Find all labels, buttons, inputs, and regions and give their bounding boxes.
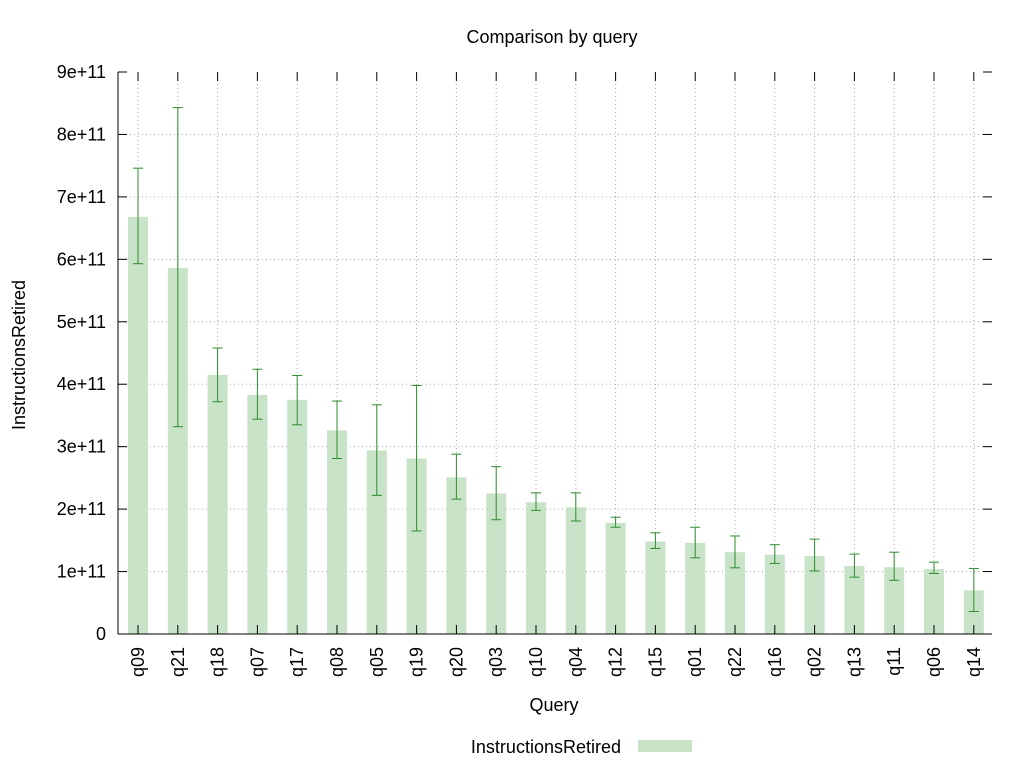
x-tick-label: q09 <box>128 647 148 677</box>
tick-labels: 0 1e+11 2e+11 3e+11 4e+11 5e+11 6e+11 7e+11 8e+1… <box>57 62 984 677</box>
x-tick-label: q17 <box>287 647 307 677</box>
x-tick-label: q13 <box>844 647 864 677</box>
y-tick-label: 3e+11 <box>57 437 106 457</box>
bar-q02 <box>804 555 825 634</box>
bar-q12 <box>605 522 626 634</box>
bar-q01 <box>685 542 706 634</box>
x-tick-label: q06 <box>924 647 944 677</box>
bar-q20 <box>446 477 467 634</box>
y-tick-label: 7e+11 <box>57 187 106 207</box>
x-tick-label: q01 <box>685 647 705 677</box>
x-tick-label: q21 <box>168 647 188 677</box>
bar-q22 <box>725 552 745 634</box>
bar-q14 <box>963 590 984 634</box>
y-tick-label: 6e+11 <box>57 249 106 269</box>
bar-q05 <box>366 450 387 634</box>
bar-q21 <box>167 268 188 634</box>
y-tick-label: 1e+11 <box>57 562 106 582</box>
legend-label: InstructionsRetired <box>471 737 621 757</box>
chart-title: Comparison by query <box>466 27 637 47</box>
x-axis-label: Query <box>529 695 578 715</box>
y-tick-label: 9e+11 <box>57 62 106 82</box>
bar-q08 <box>327 430 347 634</box>
x-tick-label: q14 <box>964 647 984 677</box>
x-tick-label: q05 <box>367 647 387 677</box>
bar-q03 <box>486 493 507 634</box>
bar-q07 <box>247 394 268 634</box>
axes <box>117 71 992 635</box>
bar-q16 <box>764 554 785 634</box>
bar-q13 <box>844 565 865 634</box>
bar-q11 <box>884 567 905 634</box>
x-tick-label: q02 <box>805 647 825 677</box>
x-tick-label: q12 <box>606 647 626 677</box>
legend-swatch <box>638 740 692 752</box>
x-tick-label: q19 <box>407 647 427 677</box>
error-bars <box>133 107 979 613</box>
y-axis-label: InstructionsRetired <box>9 280 29 430</box>
bar-q09 <box>128 216 148 635</box>
y-tick-label: 8e+11 <box>57 124 106 144</box>
legend: InstructionsRetired <box>471 737 692 757</box>
bar-q06 <box>924 569 944 634</box>
x-tick-label: q16 <box>765 647 785 677</box>
bar-q18 <box>207 374 228 634</box>
bar-q10 <box>526 502 546 634</box>
bar-q04 <box>565 507 586 634</box>
bar-q17 <box>287 399 308 634</box>
bar-q15 <box>645 541 666 634</box>
bars <box>128 216 984 635</box>
y-tick-label: 2e+11 <box>57 499 106 519</box>
x-tick-label: q07 <box>247 647 267 677</box>
y-tick-label: 0 <box>96 624 106 644</box>
x-tick-label: q18 <box>208 647 228 677</box>
x-tick-label: q11 <box>884 647 904 676</box>
x-tick-label: q22 <box>725 647 745 677</box>
x-tick-label: q08 <box>327 647 347 677</box>
x-tick-label: q04 <box>566 647 586 677</box>
x-tick-label: q03 <box>486 647 506 677</box>
x-tick-label: q15 <box>645 647 665 677</box>
x-tick-label: q10 <box>526 647 546 677</box>
x-tick-label: q20 <box>446 647 466 677</box>
bar-q19 <box>406 458 427 634</box>
y-tick-label: 4e+11 <box>57 374 106 394</box>
y-tick-label: 5e+11 <box>57 312 106 332</box>
